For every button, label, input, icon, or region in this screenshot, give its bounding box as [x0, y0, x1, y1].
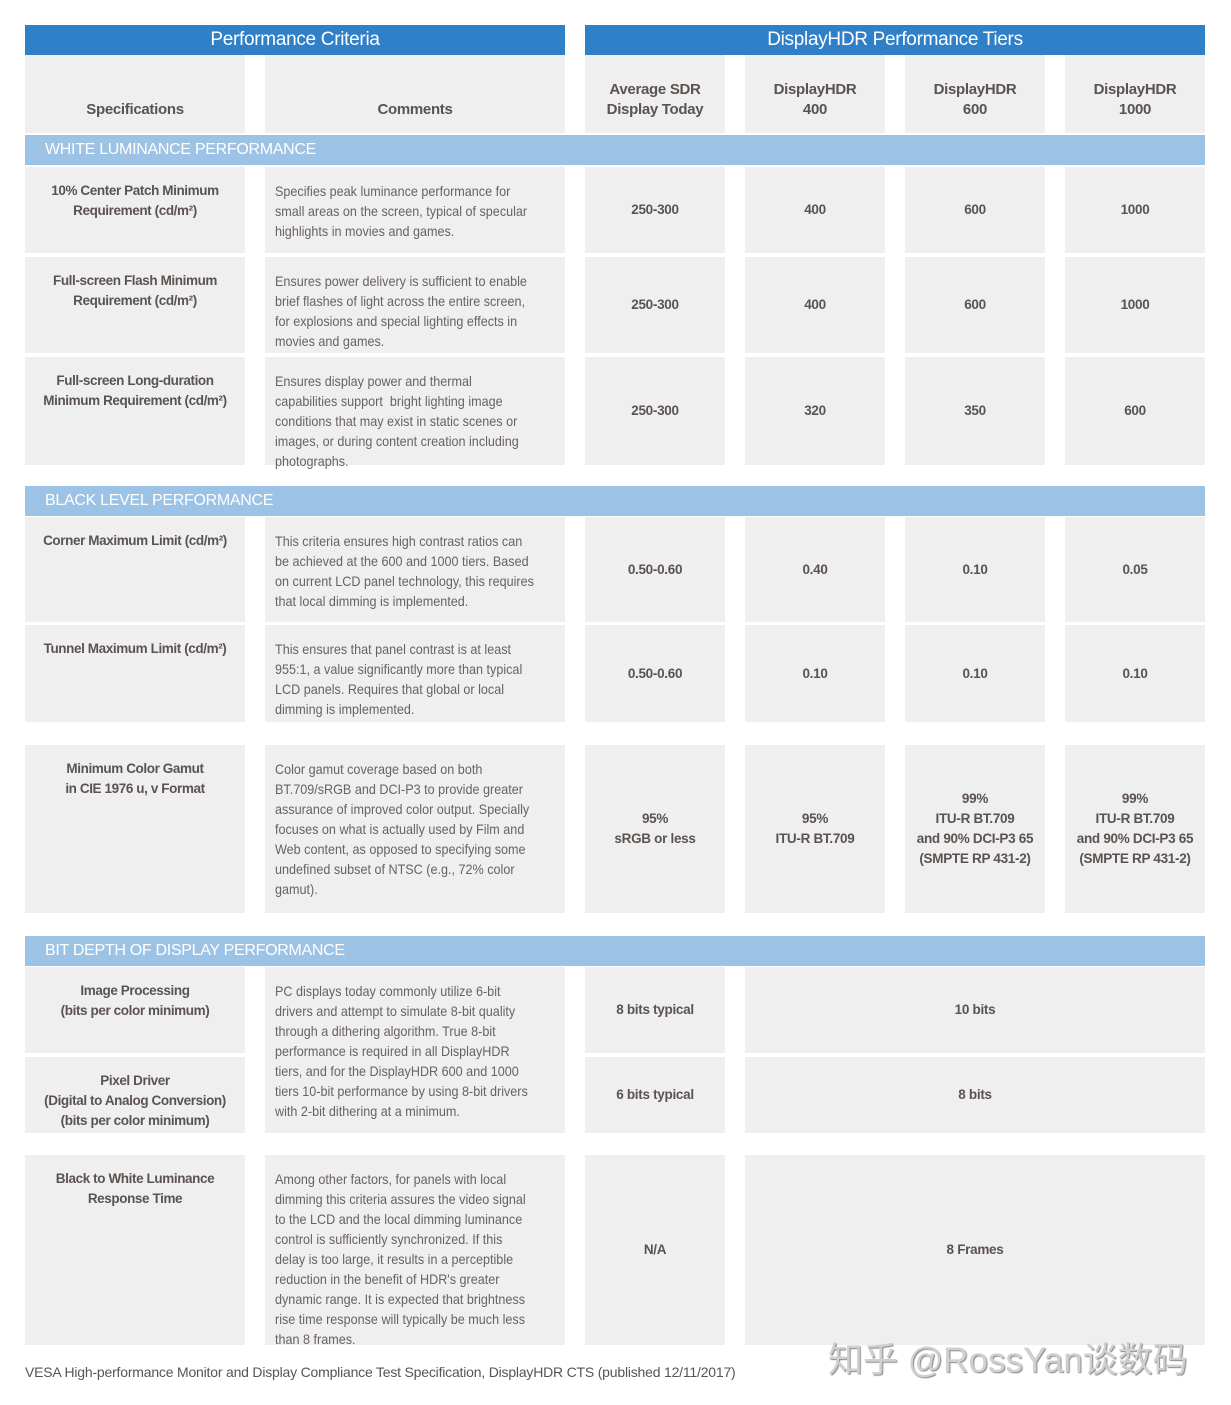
value-cell: 0.10 [745, 625, 885, 722]
comment-cell: Ensures display power and thermal capabi… [265, 357, 565, 469]
comment-cell: PC displays today commonly utilize 6-bit… [265, 967, 565, 1133]
value-cell: N/A [585, 1155, 725, 1345]
value-cell: 1000 [1065, 257, 1205, 353]
comment-cell: This ensures that panel contrast is at l… [265, 625, 565, 722]
value-cell: 0.50-0.60 [585, 517, 725, 622]
header-performance-tiers: DisplayHDR Performance Tiers [585, 25, 1205, 55]
value-cell: 600 [1065, 357, 1205, 465]
column-header: Comments [265, 55, 565, 133]
value-cell: 6 bits typical [585, 1057, 725, 1133]
spec-cell: Black to White Luminance Response Time [25, 1155, 245, 1345]
footnote: VESA High-performance Monitor and Displa… [25, 1364, 736, 1380]
comment-text: Specifies peak luminance performance for… [275, 183, 528, 239]
value-cell: 600 [905, 167, 1045, 253]
value-cell: 0.10 [905, 517, 1045, 622]
column-header: DisplayHDR 1000 [1065, 55, 1205, 133]
comment-cell: Color gamut coverage based on both BT.70… [265, 745, 565, 913]
value-cell: 0.10 [1065, 625, 1205, 722]
header-performance-criteria: Performance Criteria [25, 25, 565, 55]
value-cell: 600 [905, 257, 1045, 353]
watermark: 知乎 @RossYan谈数码 [828, 1341, 1188, 1380]
section-header: BLACK LEVEL PERFORMANCE [25, 486, 1205, 516]
comment-cell: Specifies peak luminance performance for… [265, 167, 565, 253]
section-header: BIT DEPTH OF DISPLAY PERFORMANCE [25, 936, 1205, 966]
value-cell-merged: 8 Frames [745, 1155, 1205, 1345]
value-cell: 320 [745, 357, 885, 465]
comment-text: Among other factors, for panels with loc… [275, 1171, 526, 1347]
spec-cell: Corner Maximum Limit (cd/m²) [25, 517, 245, 622]
value-cell-merged: 8 bits [745, 1057, 1205, 1133]
value-cell: 99% ITU-R BT.709 and 90% DCI-P3 65 (SMPT… [905, 745, 1045, 913]
column-header: DisplayHDR 600 [905, 55, 1045, 133]
value-cell: 8 bits typical [585, 967, 725, 1053]
spec-cell: Full-screen Long-duration Minimum Requir… [25, 357, 245, 465]
comment-cell: This criteria ensures high contrast rati… [265, 517, 565, 622]
column-header: DisplayHDR 400 [745, 55, 885, 133]
spec-cell: Pixel Driver (Digital to Analog Conversi… [25, 1057, 245, 1133]
value-cell: 0.10 [905, 625, 1045, 722]
value-cell: 350 [905, 357, 1045, 465]
section-header: WHITE LUMINANCE PERFORMANCE [25, 135, 1205, 165]
spec-cell: Full-screen Flash Minimum Requirement (c… [25, 257, 245, 353]
value-cell: 400 [745, 167, 885, 253]
value-cell: 0.40 [745, 517, 885, 622]
comment-text: Color gamut coverage based on both BT.70… [275, 761, 530, 897]
column-header: Specifications [25, 55, 245, 133]
value-cell-merged: 10 bits [745, 967, 1205, 1053]
comment-text: Ensures display power and thermal capabi… [275, 373, 519, 469]
comment-text: This criteria ensures high contrast rati… [275, 533, 534, 609]
comment-text: PC displays today commonly utilize 6-bit… [275, 983, 528, 1119]
value-cell: 0.50-0.60 [585, 625, 725, 722]
spec-cell: Image Processing (bits per color minimum… [25, 967, 245, 1053]
spec-cell: Minimum Color Gamut in CIE 1976 u, v For… [25, 745, 245, 913]
comment-cell: Among other factors, for panels with loc… [265, 1155, 565, 1347]
comment-text: Ensures power delivery is sufficient to … [275, 273, 527, 349]
comment-cell: Ensures power delivery is sufficient to … [265, 257, 565, 353]
value-cell: 250-300 [585, 357, 725, 465]
value-cell: 95% sRGB or less [585, 745, 725, 913]
spec-cell: Tunnel Maximum Limit (cd/m²) [25, 625, 245, 722]
value-cell: 0.05 [1065, 517, 1205, 622]
value-cell: 1000 [1065, 167, 1205, 253]
value-cell: 400 [745, 257, 885, 353]
value-cell: 99% ITU-R BT.709 and 90% DCI-P3 65 (SMPT… [1065, 745, 1205, 913]
value-cell: 250-300 [585, 167, 725, 253]
column-header: Average SDR Display Today [585, 55, 725, 133]
value-cell: 250-300 [585, 257, 725, 353]
comment-text: This ensures that panel contrast is at l… [275, 641, 523, 717]
value-cell: 95% ITU-R BT.709 [745, 745, 885, 913]
spec-cell: 10% Center Patch Minimum Requirement (cd… [25, 167, 245, 253]
